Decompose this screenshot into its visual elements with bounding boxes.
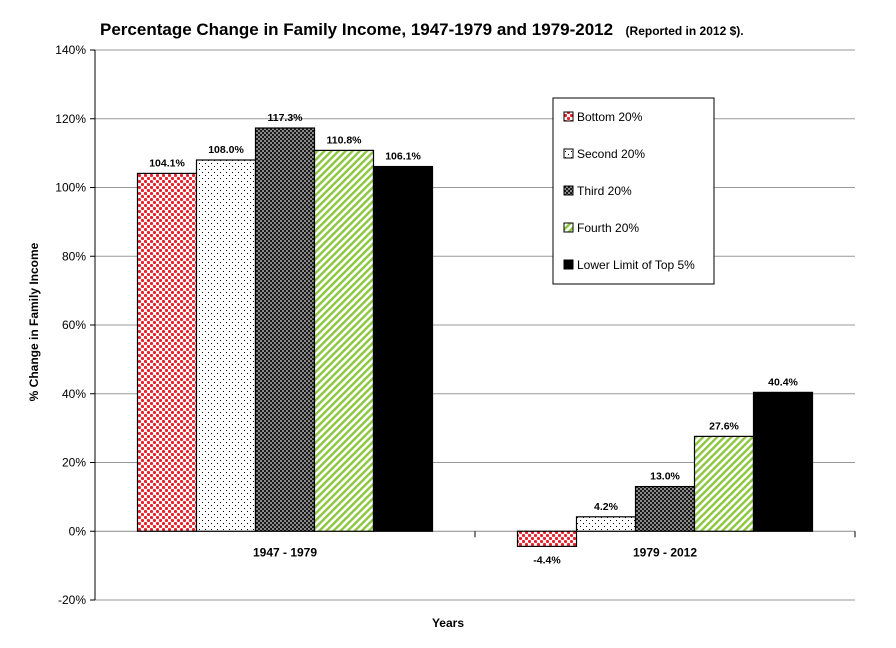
- legend-item: Lower Limit of Top 5%: [563, 258, 695, 272]
- bar-3-1: [254, 127, 316, 532]
- category-labels: 1947 - 1979 1979 - 2012: [94, 531, 856, 559]
- data-label: 40.4%: [768, 376, 798, 388]
- legend-swatch: [563, 259, 574, 270]
- data-labels: 104.1% 108.0% 117.3% 110.8% 106.1% -4.4% 4.2% 1…: [149, 112, 798, 566]
- chart-title-main: Percentage Change in Family Income, 1947…: [100, 20, 613, 39]
- bar-5-1: [372, 165, 434, 532]
- bar-5-2: [752, 391, 814, 532]
- bar-1-2: [516, 530, 578, 547]
- y-tick-label: 100%: [55, 181, 86, 195]
- data-label: -4.4%: [533, 554, 561, 566]
- y-tick-label: 40%: [62, 387, 86, 401]
- legend-swatch: [563, 111, 574, 122]
- chart-title: Percentage Change in Family Income, 1947…: [100, 20, 744, 39]
- data-label: 117.3%: [267, 112, 303, 124]
- x-axis-title: Years: [432, 616, 464, 630]
- bar-2-2: [575, 516, 637, 532]
- legend-label: Third 20%: [577, 184, 632, 198]
- legend-label: Fourth 20%: [577, 221, 639, 235]
- y-tick-label: 60%: [62, 318, 86, 332]
- legend-label: Second 20%: [577, 147, 645, 161]
- legend-box: [552, 97, 715, 285]
- bar-2-1: [195, 159, 257, 532]
- y-tick-label: 20%: [62, 456, 86, 470]
- y-axis-tick-labels: -20% 0% 20% 40% 60% 80% 100% 120% 140%: [55, 43, 86, 607]
- bar-1-1: [136, 172, 198, 532]
- bar-4-2: [693, 435, 755, 532]
- legend-label: Lower Limit of Top 5%: [577, 258, 695, 272]
- y-axis-title: % Change in Family Income: [27, 242, 41, 401]
- data-label: 110.8%: [326, 134, 362, 146]
- chart-subtitle: (Reported in 2012 $).: [626, 24, 744, 38]
- legend-label: Bottom 20%: [577, 110, 643, 124]
- legend-item: Second 20%: [563, 147, 645, 161]
- y-tick-label: 0%: [69, 524, 87, 538]
- category-label: 1979 - 2012: [633, 545, 697, 559]
- data-label: 27.6%: [709, 420, 739, 432]
- data-label: 104.1%: [149, 157, 185, 169]
- data-label: 108.0%: [208, 144, 244, 156]
- legend-swatch: [563, 148, 574, 159]
- category-label: 1947 - 1979: [253, 545, 317, 559]
- data-label: 106.1%: [385, 151, 421, 163]
- y-tick-label: 80%: [62, 249, 86, 263]
- bar-4-1: [313, 149, 375, 532]
- y-tick-label: 140%: [55, 43, 86, 57]
- legend: Bottom 20% Second 20% Third 20% Fourth 20% L…: [552, 97, 715, 285]
- legend-swatch: [563, 222, 574, 233]
- bars: [136, 127, 814, 547]
- data-label: 13.0%: [650, 471, 680, 483]
- legend-item: Bottom 20%: [563, 110, 643, 124]
- legend-item: Fourth 20%: [563, 221, 639, 235]
- legend-swatch: [563, 185, 574, 196]
- y-tick-label: -20%: [58, 593, 86, 607]
- legend-item: Third 20%: [563, 184, 632, 198]
- data-label: 4.2%: [594, 501, 619, 513]
- y-tick-label: 120%: [55, 112, 86, 126]
- bar-3-2: [634, 485, 696, 532]
